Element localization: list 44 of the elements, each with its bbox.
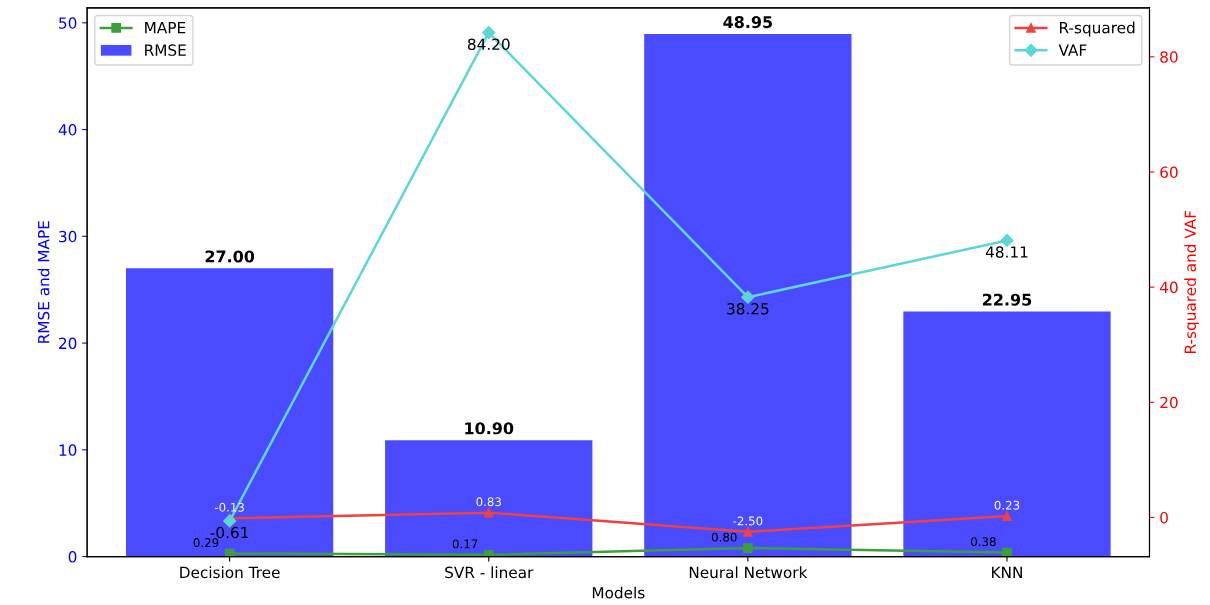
data-label: 0.80: [711, 532, 737, 542]
y2-tick-label: 80: [1160, 51, 1178, 63]
y-axis-title: RMSE and MAPE: [37, 221, 50, 343]
data-label: 0.83: [476, 497, 501, 507]
bar: [385, 440, 593, 557]
y2-tick-label: 0: [1160, 511, 1168, 524]
legend-label: MAPE: [145, 22, 186, 34]
y2-tick-label: 40: [1159, 281, 1178, 294]
y-tick-label: 30: [59, 230, 77, 243]
legend-label: VAF: [1058, 44, 1087, 56]
point: [743, 526, 753, 537]
data-label: 0.23: [994, 500, 1020, 510]
y-tick-label: 20: [59, 337, 77, 350]
point: [1002, 511, 1012, 521]
data-label: -2.50: [733, 516, 763, 526]
data-label: 0.17: [452, 539, 478, 549]
x-tick-label: KNN: [992, 566, 1022, 578]
point: [741, 290, 755, 304]
data-label: 48.95: [723, 16, 773, 29]
y-tick-label: 40: [58, 124, 77, 136]
legend-label: RMSE: [145, 44, 186, 56]
data-label: 0.29: [193, 538, 219, 548]
data-label: 27.00: [205, 250, 255, 263]
x-tick-label: Decision Tree: [180, 566, 280, 579]
bar: [125, 268, 334, 557]
x-tick-label: SVR - linear: [445, 566, 534, 579]
legend-label: R-squared: [1059, 21, 1135, 37]
bar: [644, 34, 852, 557]
bar: [903, 311, 1111, 557]
data-label: -0.61: [210, 526, 248, 539]
x-tick-label: Neural Network: [689, 566, 808, 579]
data-label: 48.11: [985, 246, 1028, 258]
y2-axis-title: R-squared and VAF: [1184, 210, 1199, 353]
y2-tick-label: 20: [1160, 396, 1178, 409]
data-label: 0.38: [971, 537, 996, 547]
x-axis-title: Models: [592, 586, 645, 599]
y-tick-label: 50: [59, 17, 77, 29]
y2-tick-label: 60: [1160, 166, 1178, 178]
y-tick-label: 0: [68, 551, 77, 563]
data-label: 22.95: [982, 293, 1032, 306]
point: [483, 507, 494, 518]
data-label: 38.25: [727, 303, 769, 315]
y-tick-label: 10: [59, 444, 77, 456]
data-label: 10.90: [465, 422, 514, 435]
